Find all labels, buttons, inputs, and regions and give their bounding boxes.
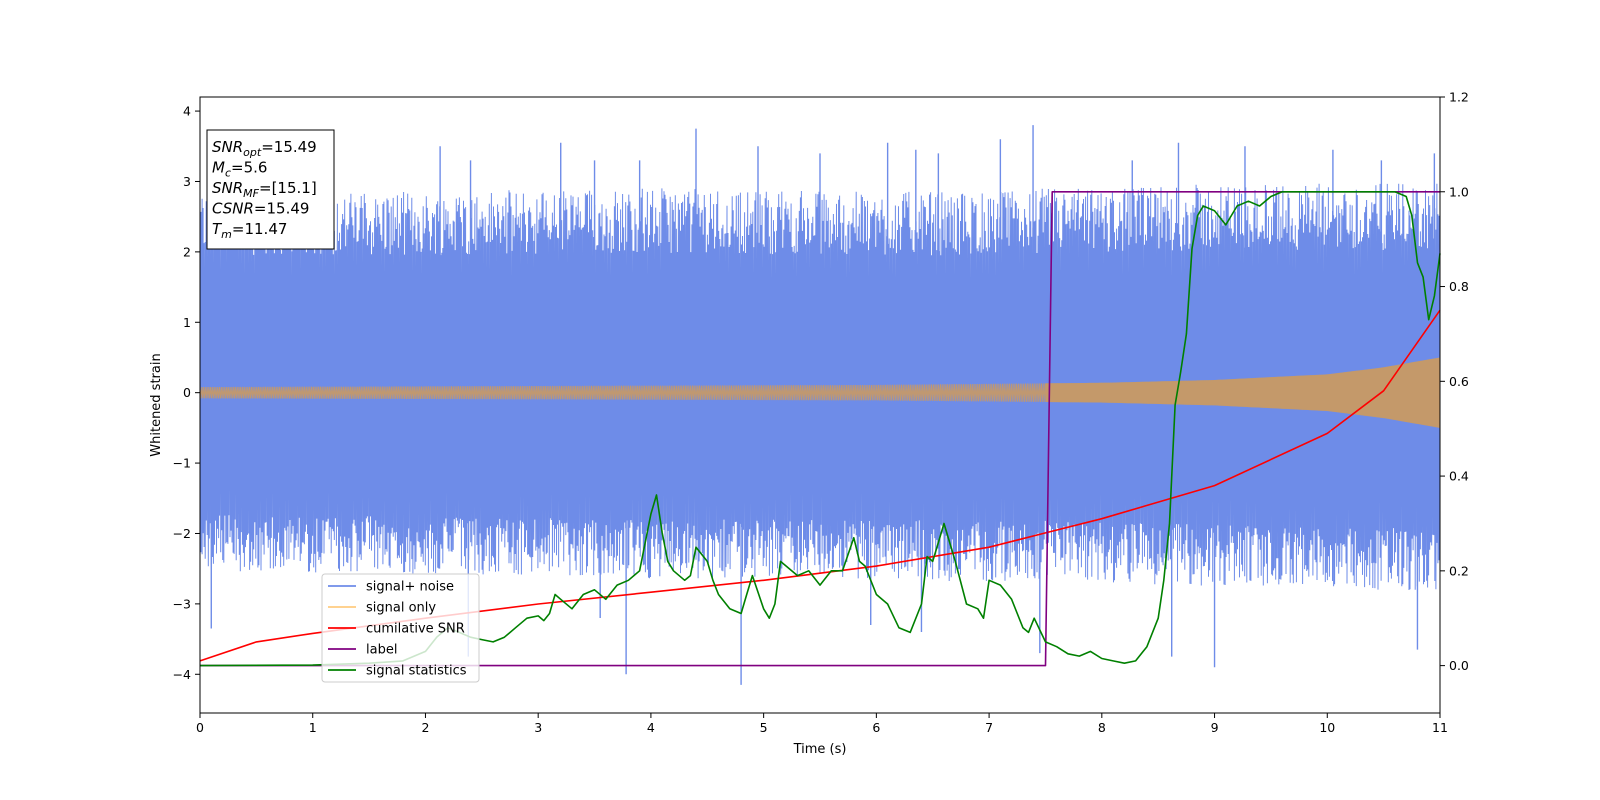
x-tick-label: 8 bbox=[1098, 720, 1106, 735]
annotation-line: SNRopt=15.49 bbox=[212, 138, 317, 159]
legend-label: signal+ noise bbox=[366, 580, 454, 595]
legend-label: signal only bbox=[366, 601, 436, 616]
x-tick-label: 1 bbox=[309, 720, 317, 735]
series-signal-statistics bbox=[199, 191, 1441, 667]
x-tick-label: 3 bbox=[534, 720, 542, 735]
annotation-line: CSNR=15.49 bbox=[212, 200, 309, 218]
y2-tick-label: 0.0 bbox=[1449, 658, 1469, 673]
y-tick-label: −1 bbox=[173, 456, 191, 471]
annotation-line: Mc=5.6 bbox=[212, 159, 267, 180]
x-tick-label: 7 bbox=[985, 720, 993, 735]
x-tick-label: 6 bbox=[872, 720, 880, 735]
y-tick-label: 2 bbox=[183, 244, 191, 259]
y2-tick-label: 1.0 bbox=[1449, 184, 1469, 199]
y2-tick-label: 0.8 bbox=[1449, 279, 1469, 294]
series-label bbox=[200, 191, 1440, 667]
plot-frame bbox=[199, 96, 1441, 714]
legend-frame bbox=[321, 573, 480, 683]
y2-tick-label: 0.4 bbox=[1449, 469, 1469, 484]
y-tick-label: −2 bbox=[173, 526, 191, 541]
x-tick-label: 11 bbox=[1432, 720, 1448, 735]
legend-label: signal statistics bbox=[366, 664, 467, 679]
x-axis: 0 1 2 3 4 5 6 7 8 9 10 11 bbox=[196, 713, 1448, 735]
annotation-box: SNRopt=15.49Mc=5.6SNRMF=[15.1]CSNR=15.49… bbox=[206, 129, 335, 250]
y-tick-label: 0 bbox=[183, 385, 191, 400]
y-tick-label: 4 bbox=[183, 104, 191, 119]
y-tick-label: 1 bbox=[183, 315, 191, 330]
x-tick-label: 9 bbox=[1211, 720, 1219, 735]
x-tick-label: 0 bbox=[196, 720, 204, 735]
y2-tick-label: 1.2 bbox=[1449, 90, 1469, 105]
legend: signal+ noise signal only cumilative SNR la… bbox=[321, 573, 480, 683]
y-axis-right: 0.0 0.2 0.4 0.6 0.8 1.0 1.2 bbox=[1440, 90, 1469, 673]
y-tick-label: −4 bbox=[173, 667, 191, 682]
x-tick-label: 2 bbox=[421, 720, 429, 735]
annotation-line: Tm=11.47 bbox=[212, 220, 287, 241]
y2-tick-label: 0.2 bbox=[1449, 563, 1469, 578]
annotation-line: SNRMF=[15.1] bbox=[212, 179, 317, 200]
y2-tick-label: 0.6 bbox=[1449, 374, 1469, 389]
x-tick-label: 10 bbox=[1319, 720, 1335, 735]
y-tick-label: 3 bbox=[183, 174, 191, 189]
x-axis-label: Time (s) bbox=[793, 742, 847, 757]
y-tick-label: −3 bbox=[173, 596, 191, 611]
annotation-frame bbox=[206, 129, 335, 250]
x-tick-label: 5 bbox=[760, 720, 768, 735]
y-axis-left: −4 −3 −2 −1 0 1 2 3 4 bbox=[173, 104, 200, 682]
x-tick-label: 4 bbox=[647, 720, 655, 735]
legend-label: cumilative SNR bbox=[366, 622, 465, 637]
series-signal-only-band bbox=[1045, 357, 1440, 428]
y-axis-label: Whitened strain bbox=[149, 353, 164, 456]
plot-area bbox=[199, 125, 1441, 685]
legend-label: label bbox=[366, 643, 397, 658]
